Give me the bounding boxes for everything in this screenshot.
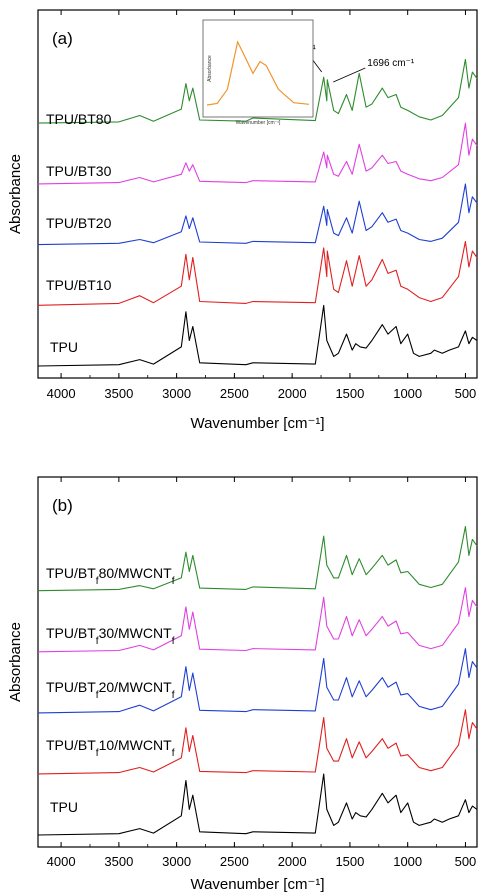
panel-tag: (b) bbox=[52, 496, 73, 515]
series-label-0: TPU/BTf80/MWCNTf bbox=[46, 565, 175, 587]
annotation-1696: 1696 cm⁻¹ bbox=[367, 58, 415, 69]
x-tick-label-2: 3000 bbox=[162, 386, 191, 401]
x-tick-label-6: 1000 bbox=[393, 386, 422, 401]
series-line-0 bbox=[37, 526, 478, 592]
series-label-0: TPU/BT80 bbox=[46, 111, 112, 127]
y-axis-title: Absorbance bbox=[7, 622, 24, 702]
x-tick-label-7: 500 bbox=[455, 386, 477, 401]
annotation-arrow-1696 bbox=[333, 67, 366, 83]
x-tick-label-1: 3500 bbox=[104, 386, 133, 401]
series-label-4: TPU bbox=[50, 339, 78, 355]
x-tick-label-2: 3000 bbox=[162, 854, 191, 869]
x-tick-label-5: 1500 bbox=[335, 386, 364, 401]
series-line-4 bbox=[37, 304, 478, 367]
x-tick-label-4: 2000 bbox=[278, 386, 307, 401]
x-tick-label-3: 2500 bbox=[220, 386, 249, 401]
x-axis-title: Wavenumber [cm⁻¹] bbox=[190, 876, 324, 893]
series-line-1 bbox=[37, 587, 478, 653]
series-line-3 bbox=[37, 709, 478, 775]
inset-y-title: Absorbance bbox=[207, 55, 213, 82]
series-label-1: TPU/BTf30/MWCNTf bbox=[46, 625, 175, 647]
chart-panel-b: TPU/BTf80/MWCNTf TPU/BTf30/MWCNTf TPU/BTf2… bbox=[7, 476, 478, 893]
series-label-2: TPU/BT20 bbox=[46, 215, 112, 231]
series-line-2 bbox=[37, 648, 478, 714]
x-tick-label-5: 1500 bbox=[335, 854, 364, 869]
series-line-1 bbox=[37, 122, 478, 185]
x-tick-label-6: 1000 bbox=[393, 854, 422, 869]
inset-x-title: Wavenumber [cm⁻¹] bbox=[236, 120, 281, 126]
x-tick-label-7: 500 bbox=[455, 854, 477, 869]
panel-tag: (a) bbox=[52, 29, 73, 48]
series-label-1: TPU/BT30 bbox=[46, 163, 112, 179]
series-line-3 bbox=[37, 240, 478, 306]
inset-line bbox=[206, 40, 310, 106]
series-label-4: TPU bbox=[50, 799, 78, 815]
x-axis-title: Wavenumber [cm⁻¹] bbox=[190, 415, 324, 432]
series-label-2: TPU/BTf20/MWCNTf bbox=[46, 679, 175, 701]
inset-frame bbox=[202, 19, 314, 118]
x-tick-label-0: 4000 bbox=[47, 854, 76, 869]
plot-frame bbox=[37, 9, 478, 379]
series-line-2 bbox=[37, 183, 478, 246]
plot-frame bbox=[37, 476, 478, 848]
y-axis-title: Absorbance bbox=[7, 154, 24, 234]
inset-chart: Wavenumber [cm⁻¹] Absorbance bbox=[202, 19, 314, 126]
series-line-4 bbox=[37, 773, 478, 836]
x-tick-label-4: 2000 bbox=[278, 854, 307, 869]
x-tick-label-0: 4000 bbox=[47, 386, 76, 401]
series-line-0 bbox=[37, 58, 478, 124]
chart-panel-a: TPU/BT80 TPU/BT30 TPU/BT20 TPU/BT10 TPU 4000 3… bbox=[7, 9, 478, 432]
x-tick-label-3: 2500 bbox=[220, 854, 249, 869]
x-tick-label-1: 3500 bbox=[104, 854, 133, 869]
series-label-3: TPU/BT10 bbox=[46, 277, 112, 293]
series-label-3: TPU/BTf10/MWCNTf bbox=[46, 737, 175, 759]
